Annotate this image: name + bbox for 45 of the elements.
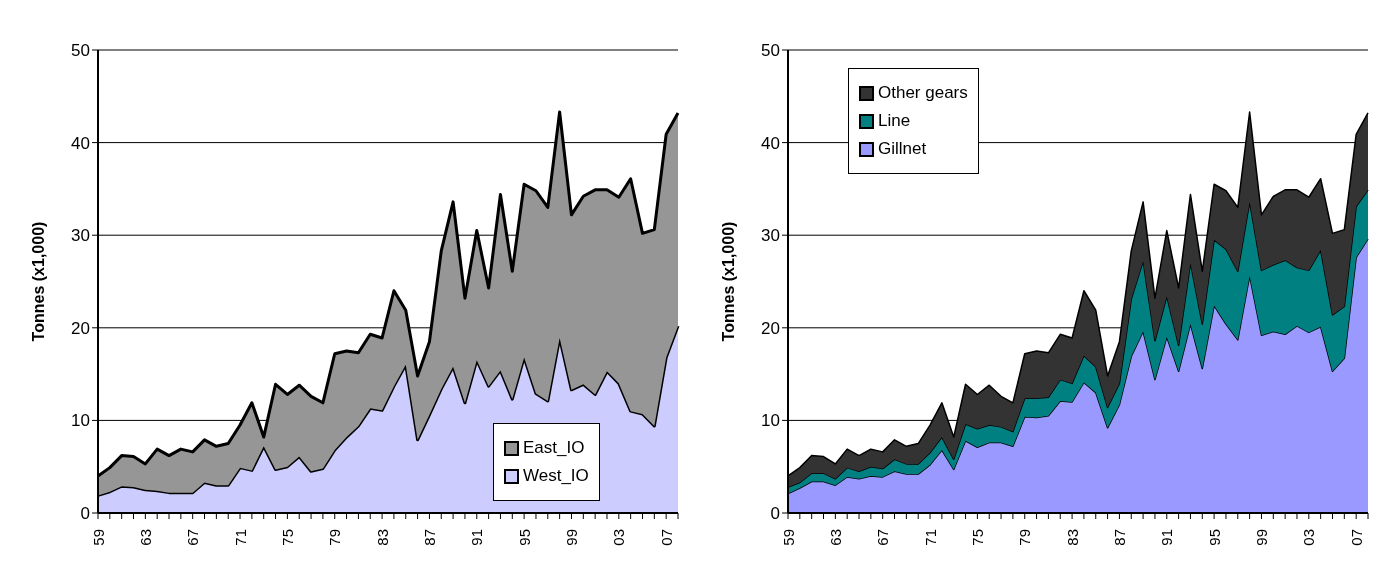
x-tick-label: 75 (968, 529, 986, 546)
y-axis-title: Tonnes (x1,000) (29, 221, 47, 342)
legend-label: Other gears (878, 83, 968, 103)
x-tick-label: 59 (89, 529, 107, 546)
y-tick-label: 40 (71, 133, 90, 153)
y-tick-label: 20 (71, 318, 90, 338)
legend-label: West_IO (523, 466, 589, 486)
y-tick-label: 0 (770, 504, 780, 524)
x-tick-label: 67 (184, 529, 202, 546)
y-tick-label: 30 (761, 226, 780, 246)
y-tick-label: 0 (80, 504, 90, 524)
legend-label: Gillnet (878, 139, 927, 159)
y-tick-label: 30 (71, 226, 90, 246)
x-tick-label: 63 (136, 529, 154, 546)
y-tick-label: 40 (761, 133, 780, 153)
x-tick-label: 59 (779, 529, 797, 546)
x-tick-label: 79 (326, 529, 344, 546)
x-tick-label: 07 (657, 529, 675, 546)
legend-label: East_IO (523, 438, 585, 458)
y-tick-label: 50 (761, 41, 780, 61)
x-tick-label: 79 (1016, 529, 1034, 546)
x-tick-label: 03 (610, 529, 628, 546)
y-axis-title: Tonnes (x1,000) (719, 221, 737, 342)
x-tick-label: 63 (826, 529, 844, 546)
x-tick-label: 99 (562, 529, 580, 546)
x-tick-label: 91 (468, 529, 486, 546)
x-tick-label: 03 (1300, 529, 1318, 546)
x-tick-label: 99 (1252, 529, 1270, 546)
y-tick-label: 10 (71, 411, 90, 431)
legend-label: Line (878, 111, 911, 131)
x-tick-label: 83 (1063, 529, 1081, 546)
x-tick-label: 75 (278, 529, 296, 546)
x-tick-label: 87 (420, 529, 438, 546)
x-tick-label: 67 (874, 529, 892, 546)
x-tick-label: 07 (1347, 529, 1365, 546)
y-tick-label: 10 (761, 411, 780, 431)
x-tick-label: 91 (1158, 529, 1176, 546)
x-tick-label: 95 (1205, 529, 1223, 546)
y-tick-label: 20 (761, 318, 780, 338)
y-tick-label: 50 (71, 41, 90, 61)
x-tick-label: 71 (921, 529, 939, 546)
x-tick-label: 95 (515, 529, 533, 546)
x-tick-label: 83 (373, 529, 391, 546)
x-tick-label: 71 (231, 529, 249, 546)
x-tick-label: 87 (1110, 529, 1128, 546)
